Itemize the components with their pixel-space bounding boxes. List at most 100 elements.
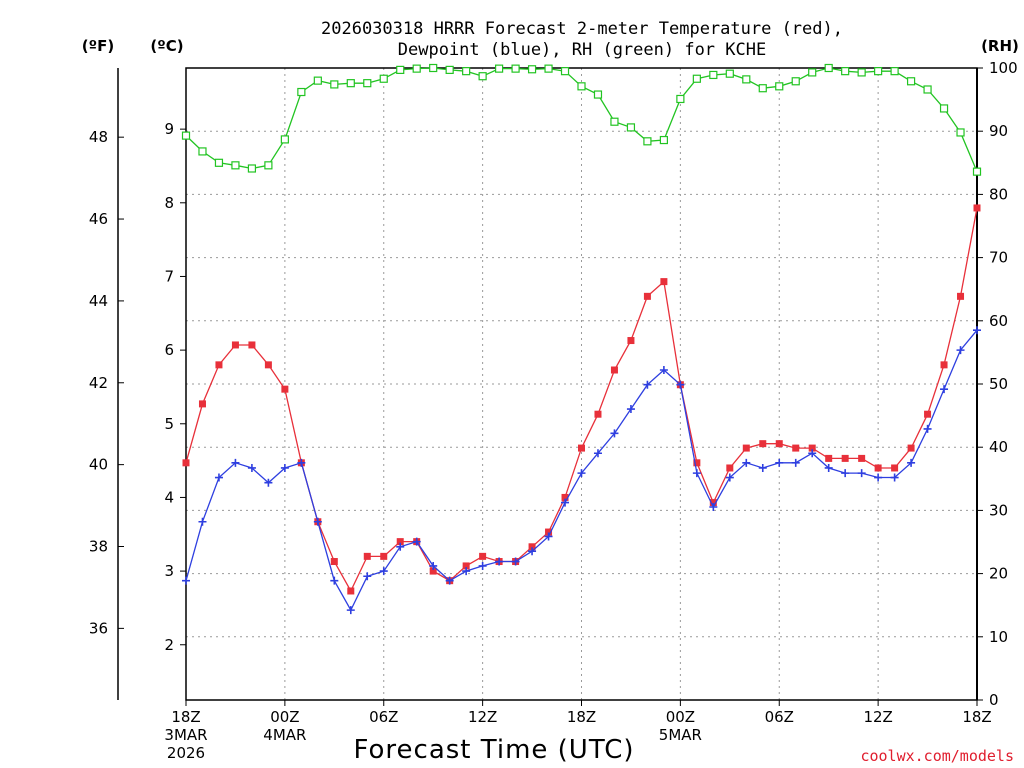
dewpoint-point (742, 458, 751, 467)
temperature-point (462, 562, 470, 570)
dewpoint-point (758, 463, 767, 472)
temperature-point (528, 543, 536, 551)
dewpoint-point (824, 463, 833, 472)
rh-point (610, 117, 619, 126)
rh-point (676, 94, 685, 104)
series-layer (181, 63, 982, 615)
dewpoint-point (775, 458, 784, 467)
rh-point (725, 69, 734, 78)
x-axis-title: Forecast Time (UTC) (353, 735, 634, 765)
dewpoint-point (247, 463, 256, 472)
x-tick-label: 12Z (863, 708, 892, 726)
rh-tick-label: 10 (989, 628, 1008, 646)
temperature-point (759, 440, 767, 448)
dewpoint-point (396, 542, 405, 551)
temperature-point (610, 366, 618, 374)
fahrenheit-tick-label: 44 (89, 292, 108, 310)
rh-point (890, 67, 899, 76)
grid-layer (186, 68, 977, 700)
temperature-point (742, 444, 750, 452)
temperature-point (924, 410, 932, 418)
rh-point (478, 72, 487, 81)
temperature-point (363, 552, 371, 560)
dewpoint-point (297, 458, 306, 467)
dewpoint-point (182, 576, 190, 585)
temperature-point (281, 385, 289, 393)
dewpoint-point (676, 380, 685, 389)
rh-tick-label: 100 (989, 59, 1018, 77)
temperature-point (561, 493, 569, 501)
dewpoint-point (478, 561, 487, 570)
rh-point (346, 79, 355, 88)
temperature-point (643, 292, 651, 300)
celsius-tick-label: 2 (164, 636, 174, 654)
rh-point (906, 77, 916, 86)
x-tick-label-line: 12Z (863, 708, 892, 726)
dewpoint-point (857, 469, 866, 478)
dewpoint-point (231, 458, 240, 467)
fahrenheit-tick-label: 36 (89, 619, 108, 637)
rh-point (923, 85, 932, 94)
temperature-point (858, 454, 866, 462)
x-tick-label-line: 06Z (765, 708, 794, 726)
dewpoint-point (725, 473, 734, 482)
dewpoint-point (330, 576, 339, 585)
dewpoint-point (841, 469, 850, 478)
dewpoint-point (874, 473, 883, 482)
rh-tick-label: 0 (989, 691, 999, 709)
dewpoint-point (808, 449, 817, 458)
dewpoint-point (379, 567, 388, 576)
chart-title-line-1: 2026030318 HRRR Forecast 2-meter Tempera… (321, 19, 843, 39)
temperature-point (709, 499, 717, 507)
rh-point (692, 74, 701, 83)
rh-point (841, 67, 850, 76)
rh-point (181, 131, 191, 140)
dewpoint-point (956, 346, 965, 355)
temperature-point (380, 552, 388, 560)
rh-point (264, 161, 273, 170)
celsius-tick-label: 7 (164, 267, 174, 285)
dewpoint-point (791, 458, 800, 467)
temperature-point (825, 454, 833, 462)
x-tick-label: 18Z 3MAR 2026 (164, 708, 207, 762)
dewpoint-point (709, 503, 718, 512)
x-tick-label-line: 5MAR (659, 726, 702, 744)
x-tick-label-line: 18Z (962, 708, 991, 726)
temperature-point (627, 337, 635, 345)
rh-unit-label: (RH) (981, 37, 1019, 55)
rh-point (231, 161, 240, 170)
dewpoint-point (907, 458, 916, 467)
x-tick-label-line: 06Z (369, 708, 398, 726)
temperature-point (396, 538, 404, 546)
x-tick-label: 18Z (567, 708, 596, 726)
temperature-point (479, 552, 487, 560)
rh-point (956, 128, 965, 137)
rh-point (511, 64, 520, 73)
rh-point (247, 164, 257, 173)
dewpoint-point (198, 517, 207, 526)
x-tick-label-line: 12Z (468, 708, 497, 726)
x-tick-label-line: 18Z (567, 708, 596, 726)
dewpoint-point (659, 366, 668, 375)
dewpoint-point (313, 517, 322, 526)
rh-tick-label: 50 (989, 375, 1008, 393)
x-tick-label-line: 00Z (270, 708, 299, 726)
rh-tick-label: 30 (989, 501, 1008, 519)
rh-point (313, 76, 322, 85)
dewpoint-point (973, 326, 981, 335)
temperature-point (973, 204, 981, 212)
temperature-point (198, 400, 206, 408)
temperature-point (940, 361, 948, 369)
x-tick-label: 12Z (468, 708, 497, 726)
rh-point (643, 137, 652, 146)
rh-point (659, 135, 668, 145)
temperature-point (841, 454, 849, 462)
celsius-tick-label: 8 (164, 194, 174, 212)
rh-point (363, 79, 372, 88)
rh-point (214, 158, 224, 167)
celsius-tick-label: 4 (164, 488, 174, 506)
dewpoint-point (593, 449, 602, 458)
rh-point (462, 67, 471, 76)
temperature-point (182, 459, 190, 467)
